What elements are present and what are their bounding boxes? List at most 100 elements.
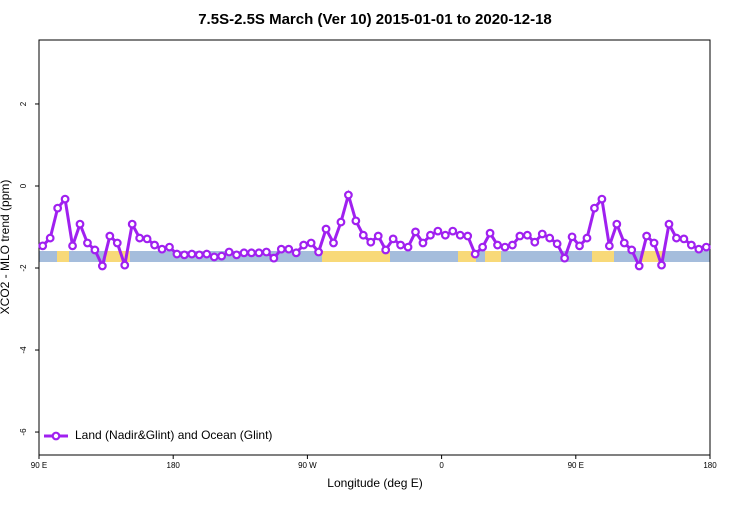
point: [575, 241, 584, 251]
point: [254, 248, 264, 258]
point: [60, 194, 70, 204]
y-tick-label: -2: [19, 264, 28, 272]
point: [187, 249, 197, 259]
point: [38, 241, 48, 251]
point: [239, 248, 249, 258]
point: [165, 242, 174, 252]
point: [291, 248, 301, 258]
point: [426, 230, 435, 240]
point: [642, 231, 652, 241]
point: [53, 203, 63, 213]
point: [373, 231, 383, 241]
point: [314, 247, 323, 257]
point: [604, 241, 614, 251]
point: [545, 233, 555, 243]
point: [172, 249, 182, 259]
point: [321, 224, 331, 234]
point: [232, 250, 241, 260]
point: [68, 241, 77, 251]
point: [672, 233, 681, 243]
point: [299, 240, 309, 250]
point: [336, 217, 346, 227]
point: [157, 244, 167, 254]
point: [112, 238, 122, 248]
y-tick-label: -4: [19, 346, 28, 354]
x-tick-label: 180: [167, 461, 181, 470]
point: [269, 253, 279, 263]
point: [105, 231, 115, 241]
point: [344, 190, 353, 200]
x-tick-label: 0: [439, 461, 444, 470]
point: [127, 219, 137, 229]
land-band: [57, 251, 664, 262]
point: [679, 234, 689, 244]
point: [329, 238, 338, 248]
point: [433, 226, 443, 236]
point: [522, 230, 532, 240]
point: [440, 230, 450, 240]
point: [418, 238, 428, 248]
point: [455, 230, 465, 240]
point: [694, 244, 704, 254]
point: [470, 249, 480, 259]
point: [90, 245, 100, 255]
point: [306, 238, 316, 248]
point: [686, 240, 696, 250]
legend-marker: [51, 431, 61, 441]
point: [515, 231, 525, 241]
point: [194, 250, 204, 260]
point: [537, 229, 547, 239]
point: [448, 226, 458, 236]
point: [150, 240, 159, 250]
point: [209, 252, 219, 262]
point: [493, 240, 502, 250]
point: [276, 244, 286, 254]
point: [284, 244, 294, 254]
point: [619, 238, 629, 248]
point: [179, 250, 189, 260]
y-tick-label: 0: [19, 183, 28, 188]
point: [403, 242, 413, 252]
x-tick-label: 90 W: [298, 461, 317, 470]
legend-label: Land (Nadir&Glint) and Ocean (Glint): [75, 428, 272, 442]
point: [508, 240, 517, 250]
point: [701, 242, 711, 252]
point: [590, 203, 599, 213]
point: [261, 247, 271, 257]
x-axis-label: Longitude (deg E): [327, 476, 422, 490]
chart-title: 7.5S-2.5S March (Ver 10) 2015-01-01 to 2…: [198, 11, 552, 28]
point: [463, 231, 473, 241]
point: [478, 242, 488, 252]
point: [202, 249, 212, 259]
y-tick-label: -6: [19, 428, 28, 436]
point: [366, 237, 376, 247]
x-tick-label: 180: [703, 461, 717, 470]
point: [657, 260, 666, 270]
x-tick-label: 90 E: [568, 461, 584, 470]
point: [530, 237, 540, 247]
point: [45, 233, 55, 243]
point: [120, 260, 130, 270]
point: [396, 240, 405, 250]
point: [634, 261, 644, 271]
point: [247, 248, 256, 258]
point: [97, 261, 107, 271]
point: [351, 216, 361, 226]
point: [217, 251, 227, 261]
point: [627, 245, 637, 255]
point: [224, 247, 234, 257]
point: [552, 239, 562, 249]
point: [664, 219, 674, 229]
point: [582, 233, 592, 243]
point: [381, 245, 391, 255]
point: [388, 234, 398, 244]
point: [83, 238, 92, 248]
point: [500, 242, 510, 252]
x-tick-label: 90 E: [31, 461, 47, 470]
point: [485, 228, 495, 238]
point: [142, 234, 152, 244]
point: [612, 219, 622, 229]
y-axis-label: XCO2 - MLO trend (ppm): [0, 180, 12, 315]
point: [649, 238, 659, 248]
